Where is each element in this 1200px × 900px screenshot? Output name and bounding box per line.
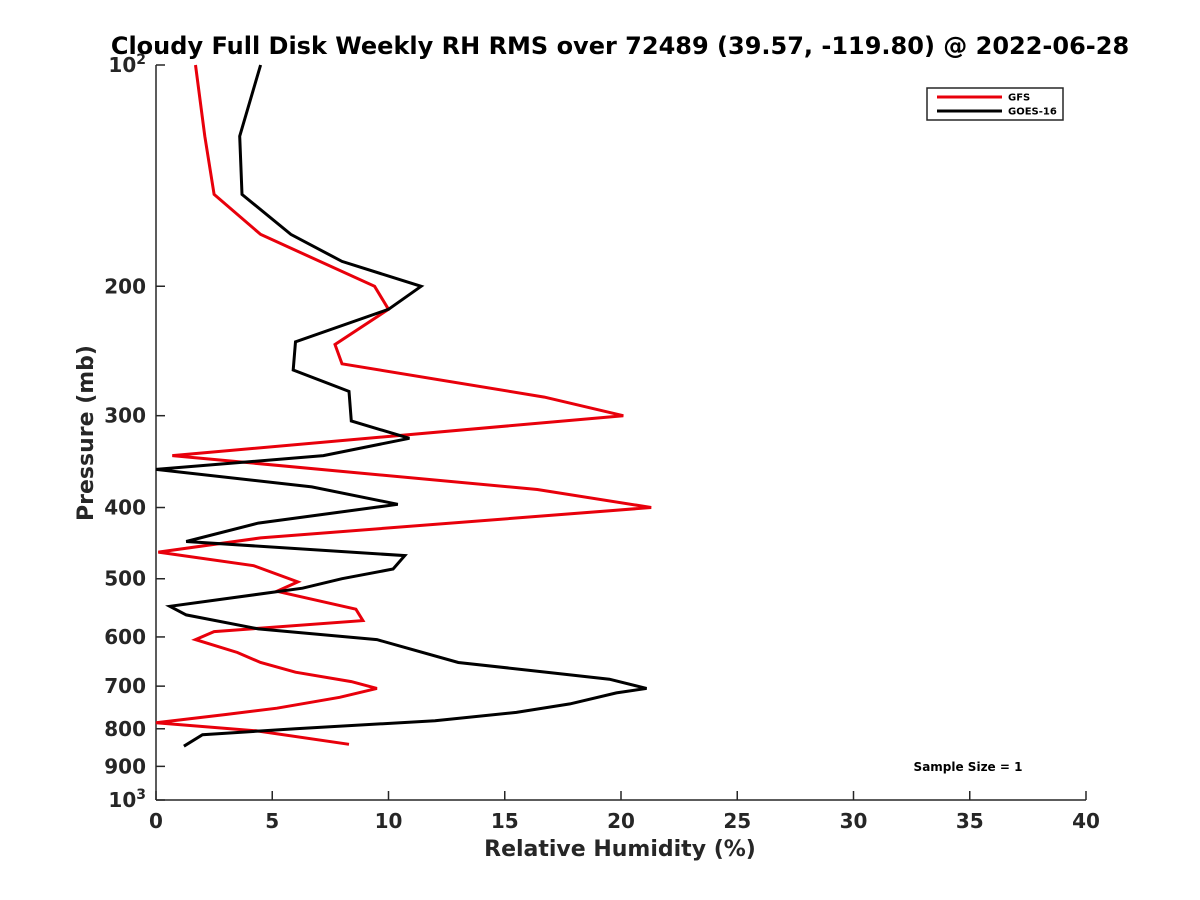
x-tick-label: 15 (491, 809, 519, 833)
y-tick-label: 200 (104, 274, 146, 298)
x-axis-label: Relative Humidity (%) (484, 837, 756, 862)
y-tick-label: 103 (108, 787, 146, 812)
legend-box (926, 87, 1064, 121)
legend: GFS GOES-16 (926, 87, 1064, 121)
x-tick-label: 0 (149, 809, 163, 833)
x-tick-label: 5 (265, 809, 279, 833)
x-tick-label: 20 (607, 809, 635, 833)
y-tick-label: 300 (104, 404, 146, 428)
y-tick-label: 102 (108, 52, 146, 77)
legend-label: GFS (1008, 93, 1030, 104)
y-tick-label: 900 (104, 754, 146, 778)
x-axis-ticks: 0 5 10 15 20 25 30 35 40 (149, 791, 1100, 833)
x-tick-label: 35 (956, 809, 984, 833)
x-tick-label: 25 (723, 809, 751, 833)
sample-size-annotation: Sample Size = 1 (914, 760, 1023, 774)
y-tick-label: 700 (104, 674, 146, 698)
x-tick-label: 10 (375, 809, 403, 833)
legend-label: GOES-16 (1008, 107, 1057, 118)
y-axis-label: Pressure (mb) (74, 345, 99, 521)
series-line-goes-16 (155, 64, 647, 748)
x-tick-label: 30 (840, 809, 868, 833)
chart-title: Cloudy Full Disk Weekly RH RMS over 7248… (111, 32, 1129, 60)
series-line-gfs (155, 64, 652, 746)
y-tick-label: 400 (104, 496, 146, 520)
y-axis-ticks: 102 200 300 400 500 600 700 800 900 103 (104, 52, 165, 812)
series-layer (155, 64, 652, 748)
x-tick-label: 40 (1072, 809, 1100, 833)
y-tick-label: 800 (104, 717, 146, 741)
y-tick-label: 500 (104, 567, 146, 591)
y-tick-label: 600 (104, 625, 146, 649)
